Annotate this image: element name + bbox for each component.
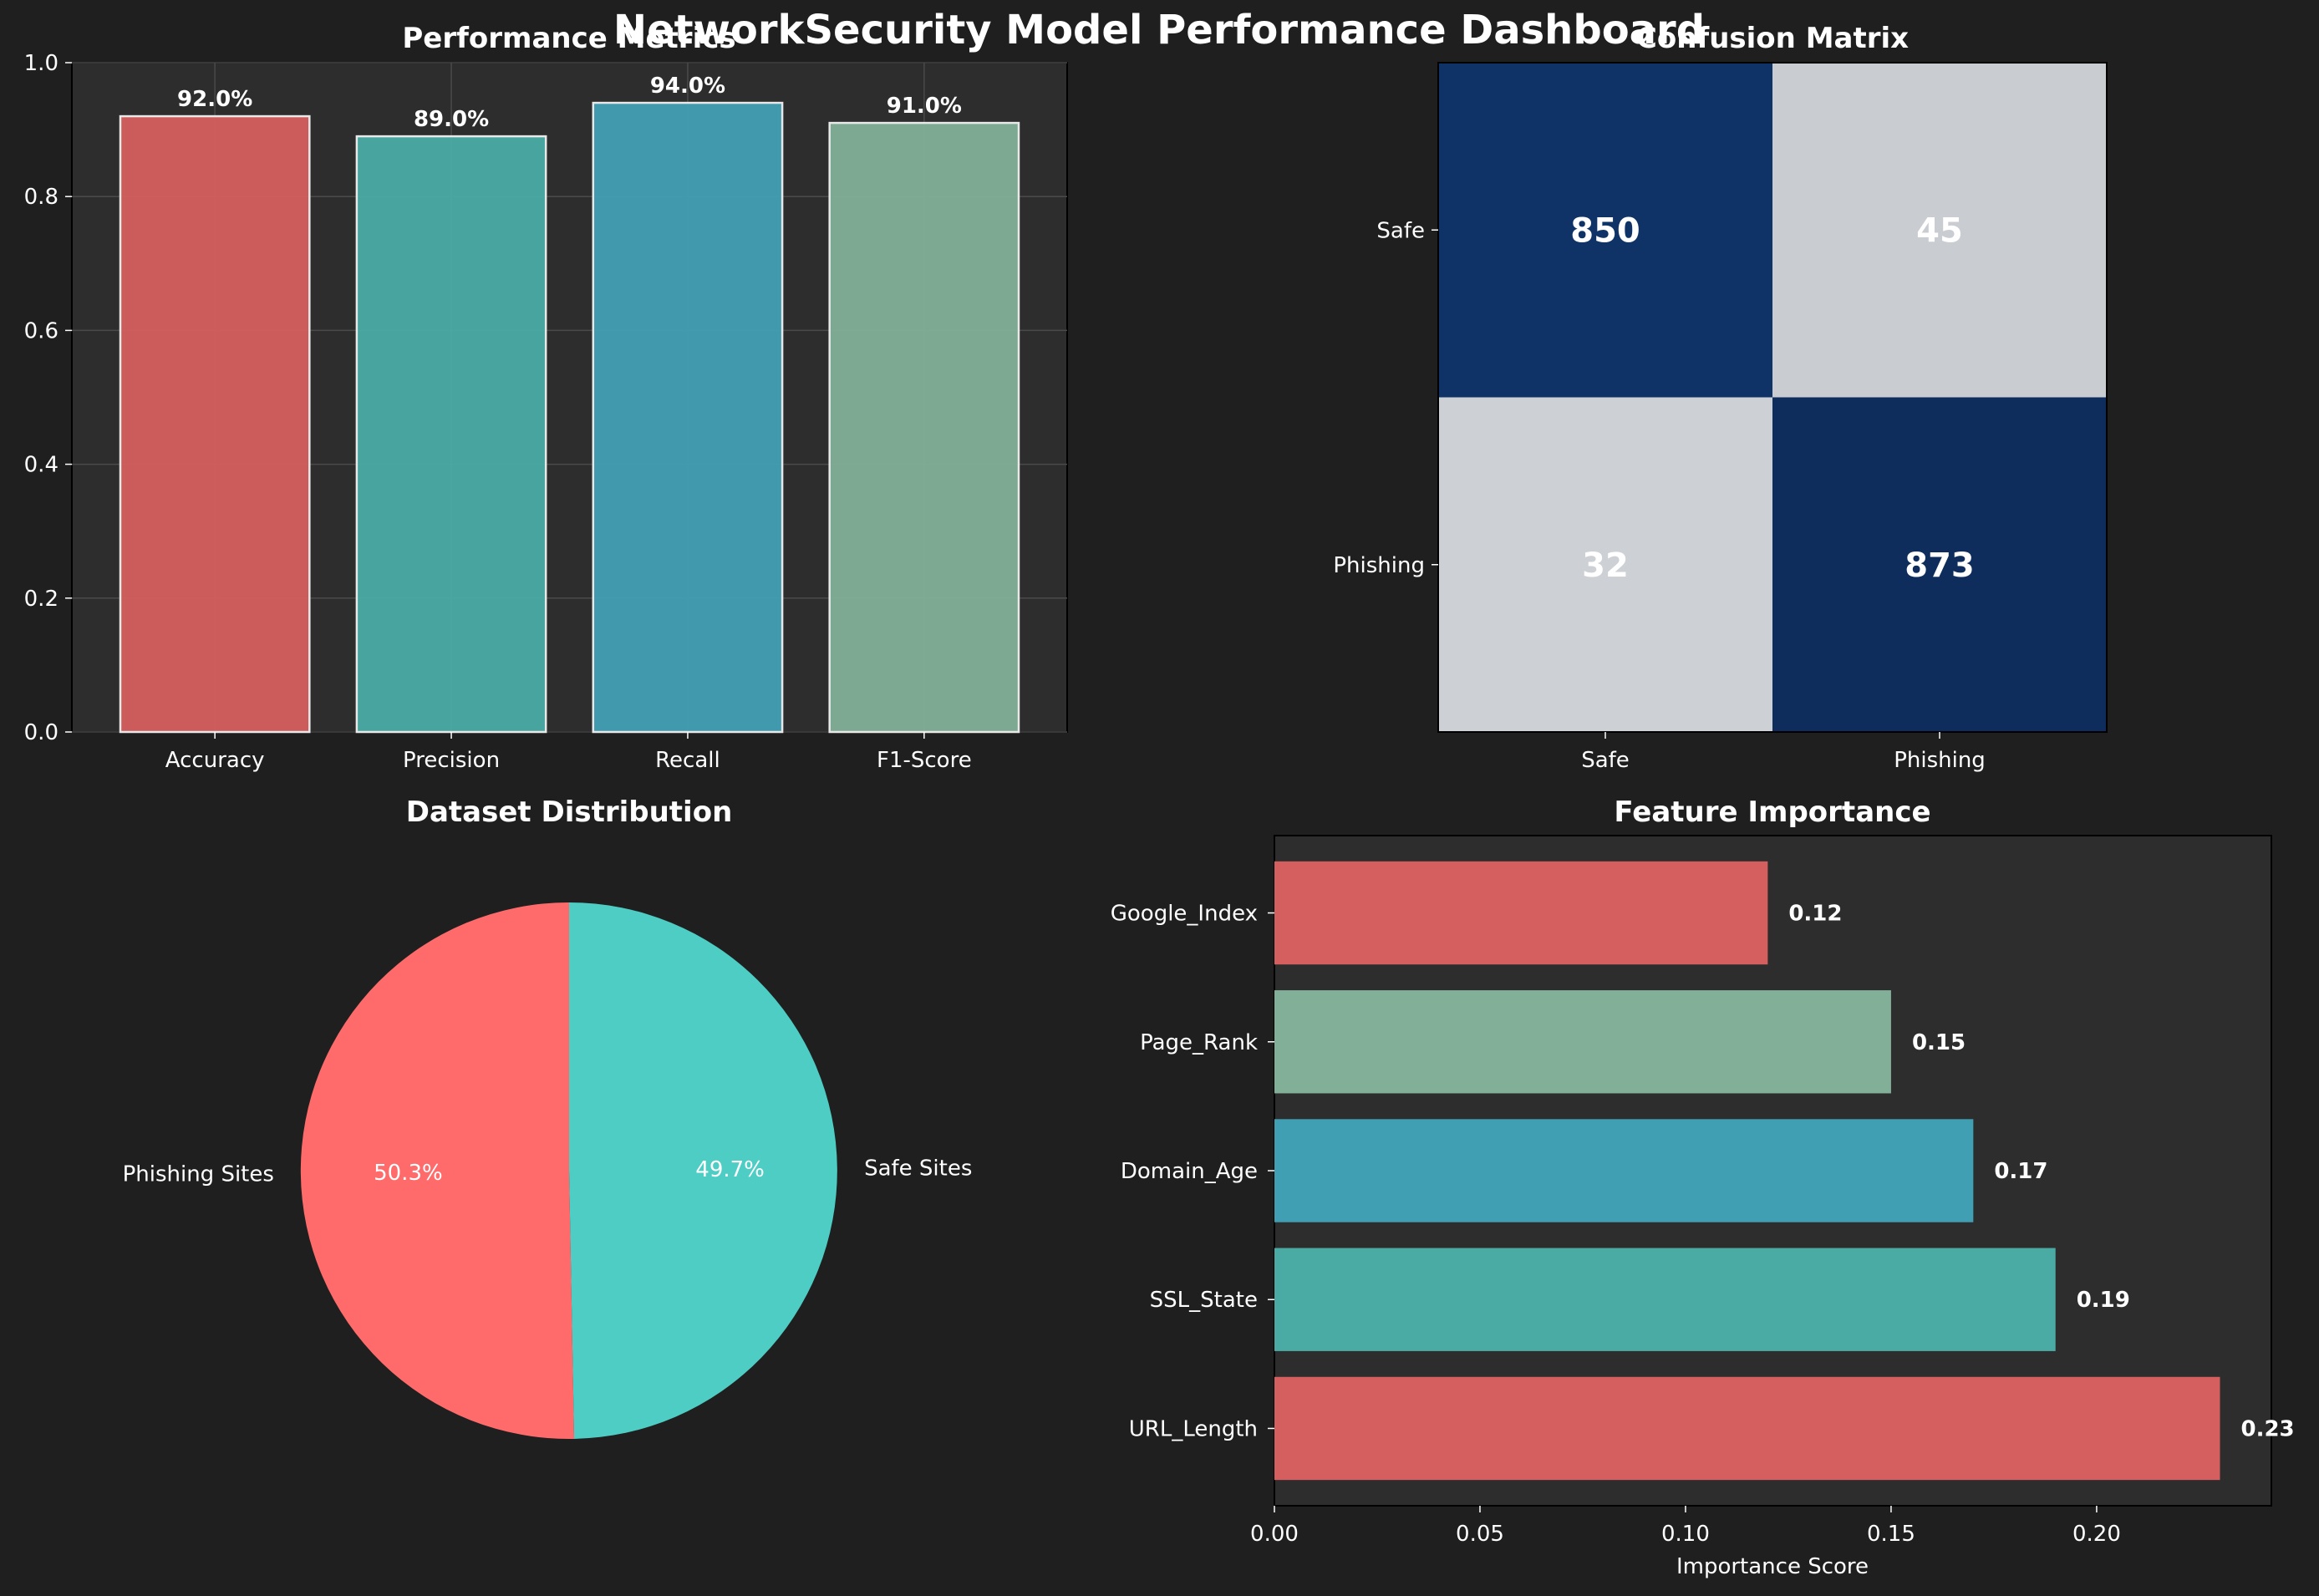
pie-slice-phishing-sites <box>300 902 575 1439</box>
feature-xtick-label: 0.05 <box>1456 1522 1504 1547</box>
pie-pct-safe-sites: 49.7% <box>695 1157 765 1182</box>
dataset-distribution-pie: Phishing Sites 50.3% Safe Sites 49.7% <box>123 902 972 1439</box>
bar-value-label-f1-score: 91.0% <box>887 94 962 119</box>
feature-bar-domain-age <box>1274 1119 1974 1222</box>
cm-value-safe-phishing: 45 <box>1916 211 1963 250</box>
confusion-matrix-cells: 850 45 32 873 <box>1438 63 2107 732</box>
performance-ytick-label: 0.4 <box>24 453 58 478</box>
cm-row-label-safe: Safe <box>1376 218 1425 243</box>
feature-value-label-page-rank: 0.15 <box>1912 1030 1966 1055</box>
feature-xtick-label: 0.15 <box>1867 1522 1915 1547</box>
bar-precision <box>355 135 547 734</box>
bar-recall <box>592 101 784 734</box>
cm-cell-safe-phishing <box>1772 63 2107 398</box>
cm-value-phishing-phishing: 873 <box>1905 546 1975 585</box>
feature-label-page-rank: Page_Rank <box>1140 1030 1258 1055</box>
confusion-matrix-panel: 850 45 32 873 Safe Phishing Safe Phishing Conf… <box>1333 22 2108 773</box>
cm-cell-phishing-phishing <box>1772 397 2107 732</box>
feature-value-label-ssl-state: 0.19 <box>2077 1288 2130 1313</box>
performance-xtick-label-recall: Recall <box>655 748 720 773</box>
confusion-matrix-ticks: Safe Phishing Safe Phishing <box>1333 218 1985 773</box>
cm-value-safe-safe: 850 <box>1570 211 1640 250</box>
bar-accuracy <box>119 114 311 734</box>
confusion-matrix-title: Confusion Matrix <box>1636 22 1909 55</box>
feature-xtick-label: 0.00 <box>1250 1522 1299 1547</box>
feature-label-ssl-state: SSL_State <box>1150 1288 1258 1313</box>
performance-ytick-label: 0.2 <box>24 587 58 612</box>
dataset-distribution-panel: Phishing Sites 50.3% Safe Sites 49.7% Datas… <box>123 795 972 1439</box>
cm-row-label-phishing: Phishing <box>1333 553 1425 578</box>
bar-value-label-accuracy: 92.0% <box>177 87 252 112</box>
pie-label-safe-sites: Safe Sites <box>864 1156 972 1182</box>
bar-f1-score <box>828 121 1020 734</box>
feature-label-url-length: URL_Length <box>1129 1416 1258 1441</box>
performance-bars: 92.0% 89.0% 94.0% 91.0% <box>119 74 1020 734</box>
feature-bar-page-rank <box>1274 990 1891 1094</box>
feature-importance-panel: 0.23 0.19 0.17 0.15 0.12 URL_Length SSL_State… <box>1111 795 2295 1579</box>
performance-metrics-panel: 92.0% 89.0% 94.0% 91.0% 0.0 0.2 0.4 0.6 0.8 1.0 A… <box>24 22 1068 773</box>
performance-ticks: 0.0 0.2 0.4 0.6 0.8 1.0 Accuracy Precision Recal… <box>24 51 972 773</box>
confusion-matrix-frame <box>1437 62 2108 733</box>
feature-importance-ticks: URL_Length SSL_State Domain_Age Page_Rank Go… <box>1111 902 2121 1547</box>
bar-value-label-recall: 94.0% <box>650 74 725 99</box>
performance-xtick-label-precision: Precision <box>403 748 500 773</box>
dashboard-title: NetworkSecurity Model Performance Dashbo… <box>613 7 1705 53</box>
feature-value-label-url-length: 0.23 <box>2241 1416 2295 1441</box>
feature-importance-xlabel: Importance Score <box>1676 1554 1869 1579</box>
feature-xtick-label: 0.20 <box>2072 1522 2121 1547</box>
feature-value-label-domain-age: 0.17 <box>1994 1159 2047 1184</box>
performance-metrics-title: Performance Metrics <box>402 22 735 55</box>
feature-label-domain-age: Domain_Age <box>1121 1159 1258 1184</box>
performance-ytick-label: 0.8 <box>24 185 58 210</box>
pie-pct-phishing-sites: 50.3% <box>374 1161 443 1186</box>
feature-bar-ssl-state <box>1274 1248 2056 1351</box>
pie-slice-safe-sites <box>569 902 837 1439</box>
cm-value-phishing-safe: 32 <box>1582 546 1629 585</box>
feature-xtick-label: 0.10 <box>1661 1522 1710 1547</box>
feature-label-google-index: Google_Index <box>1111 902 1258 927</box>
feature-importance-title: Feature Importance <box>1614 795 1930 829</box>
cm-cell-phishing-safe <box>1438 397 1772 732</box>
cm-col-label-phishing: Phishing <box>1894 748 1986 773</box>
cm-col-label-safe: Safe <box>1581 748 1630 773</box>
performance-ytick-label: 0.6 <box>24 318 58 343</box>
performance-ytick-label: 0.0 <box>24 720 58 745</box>
feature-importance-bars: 0.23 0.19 0.17 0.15 0.12 <box>1274 861 2295 1481</box>
performance-xtick-label-accuracy: Accuracy <box>165 748 265 773</box>
bar-value-label-precision: 89.0% <box>414 107 489 132</box>
feature-bar-google-index <box>1274 861 1768 965</box>
dataset-distribution-title: Dataset Distribution <box>406 795 733 829</box>
performance-ytick-label: 1.0 <box>24 51 58 76</box>
pie-label-phishing-sites: Phishing Sites <box>123 1161 274 1187</box>
feature-value-label-google-index: 0.12 <box>1788 902 1842 927</box>
performance-xtick-label-f1-score: F1-Score <box>877 748 972 773</box>
feature-bar-url-length <box>1274 1376 2220 1481</box>
cm-cell-safe-safe <box>1438 63 1772 398</box>
